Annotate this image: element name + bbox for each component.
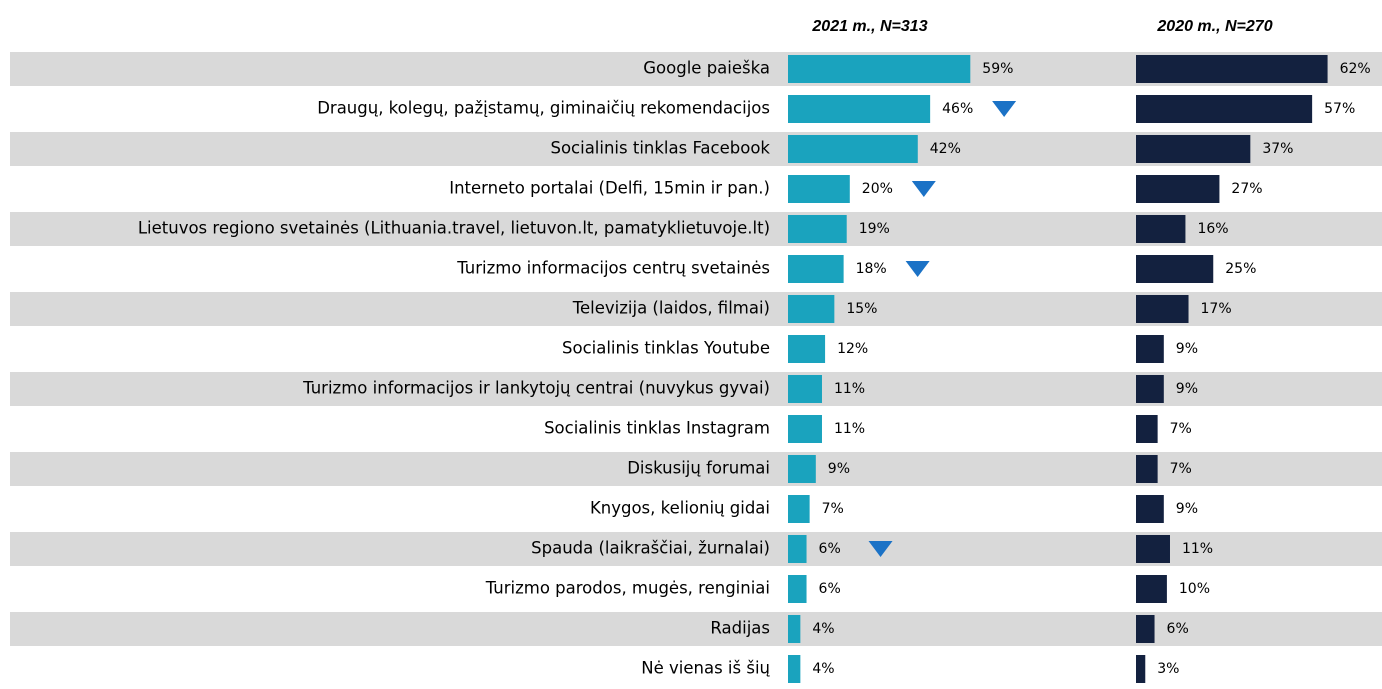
value-label: 59%	[982, 61, 1013, 77]
value-label: 37%	[1262, 141, 1293, 157]
category-label: Socialinis tinklas Facebook	[550, 139, 770, 158]
decline-marker	[992, 101, 1017, 117]
bar	[788, 215, 847, 243]
bar	[788, 55, 971, 83]
bar	[1136, 535, 1170, 563]
bar	[1136, 95, 1313, 123]
value-label: 4%	[812, 661, 834, 677]
bar	[1136, 295, 1189, 323]
decline-marker	[905, 261, 930, 277]
category-label: Radijas	[710, 619, 770, 638]
bar	[1136, 135, 1251, 163]
bar	[788, 295, 835, 323]
bar	[788, 95, 931, 123]
value-label: 9%	[1176, 501, 1198, 517]
category-label: Turizmo informacijos ir lankytojų centra…	[302, 379, 770, 398]
value-label: 11%	[834, 381, 865, 397]
category-label: Lietuvos regiono svetainės (Lithuania.tr…	[138, 219, 770, 238]
category-label: Televizija (laidos, filmai)	[572, 299, 770, 318]
category-label: Socialinis tinklas Youtube	[562, 339, 770, 358]
bar	[788, 135, 918, 163]
bar	[1136, 375, 1164, 403]
bar	[1136, 55, 1328, 83]
value-label: 57%	[1324, 101, 1355, 117]
value-label: 17%	[1201, 301, 1232, 317]
category-label: Google paieška	[643, 59, 770, 78]
value-label: 6%	[1167, 621, 1189, 637]
category-label: Knygos, kelionių gidai	[590, 499, 770, 518]
bar	[788, 455, 816, 483]
category-label: Diskusijų forumai	[627, 459, 770, 478]
bar	[788, 375, 822, 403]
bar	[788, 335, 826, 363]
bar	[788, 255, 844, 283]
value-label: 18%	[856, 261, 887, 277]
bar	[1136, 415, 1158, 443]
bar	[1136, 335, 1164, 363]
bar	[1136, 255, 1214, 283]
value-label: 9%	[1176, 381, 1198, 397]
bar	[1136, 215, 1186, 243]
value-label: 10%	[1179, 581, 1210, 597]
value-label: 3%	[1157, 661, 1179, 677]
bar	[788, 175, 850, 203]
value-label: 16%	[1197, 221, 1228, 237]
bar	[788, 535, 807, 563]
panel-header: 2020 m., N=270	[1156, 18, 1272, 35]
decline-marker	[868, 541, 893, 557]
bar	[1136, 615, 1155, 643]
value-label: 4%	[812, 621, 834, 637]
category-label: Turizmo parodos, mugės, renginiai	[485, 579, 770, 598]
value-label: 7%	[822, 501, 844, 517]
value-label: 62%	[1340, 61, 1371, 77]
category-label: Nė vienas iš šių	[641, 659, 770, 678]
category-label: Interneto portalai (Delfi, 15min ir pan.…	[449, 179, 770, 198]
bar	[1136, 495, 1164, 523]
bar	[788, 615, 801, 643]
value-label: 9%	[1176, 341, 1198, 357]
bar	[1136, 175, 1220, 203]
value-label: 15%	[846, 301, 877, 317]
decline-marker	[911, 181, 936, 197]
value-label: 12%	[837, 341, 868, 357]
bar	[788, 495, 810, 523]
bar	[788, 415, 822, 443]
category-label: Spauda (laikraščiai, žurnalai)	[531, 539, 770, 558]
bar	[1136, 455, 1158, 483]
bar	[1136, 575, 1167, 603]
value-label: 7%	[1170, 421, 1192, 437]
value-label: 6%	[819, 541, 841, 557]
bar	[788, 655, 801, 683]
value-label: 42%	[930, 141, 961, 157]
bar	[1136, 655, 1146, 683]
value-label: 7%	[1170, 461, 1192, 477]
value-label: 20%	[862, 181, 893, 197]
category-label: Socialinis tinklas Instagram	[544, 419, 770, 438]
value-label: 25%	[1225, 261, 1256, 277]
panel-header: 2021 m., N=313	[811, 18, 927, 35]
value-label: 27%	[1231, 181, 1262, 197]
value-label: 46%	[942, 101, 973, 117]
bar	[788, 575, 807, 603]
category-label: Turizmo informacijos centrų svetainės	[456, 259, 770, 278]
value-label: 11%	[834, 421, 865, 437]
value-label: 19%	[859, 221, 890, 237]
value-label: 9%	[828, 461, 850, 477]
value-label: 6%	[819, 581, 841, 597]
category-label: Draugų, kolegų, pažįstamų, giminaičių re…	[317, 99, 770, 118]
value-label: 11%	[1182, 541, 1213, 557]
